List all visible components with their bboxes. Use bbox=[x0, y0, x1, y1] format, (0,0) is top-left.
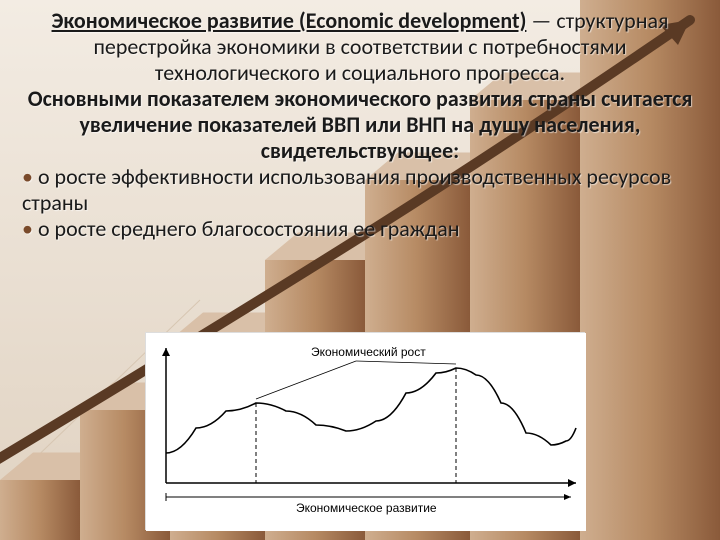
bullet-1-text: о росте эффективности использования прои… bbox=[22, 163, 671, 216]
diagram-label-bottom: Экономическое развитие bbox=[296, 501, 437, 515]
bullet-1: • о росте эффективности использования пр… bbox=[22, 164, 698, 216]
bullet-2: • о росте среднего благосостояния ее гра… bbox=[22, 216, 698, 242]
growth-diagram: Экономический рост Экономическое развити… bbox=[145, 332, 585, 530]
definition-paragraph: Экономическое развитие (Economic develop… bbox=[18, 8, 702, 86]
bullet-dot-icon: • bbox=[22, 163, 33, 190]
title: Экономическое развитие (Economic develop… bbox=[52, 7, 527, 34]
bullet-dot-icon: • bbox=[22, 215, 33, 242]
diagram-label-top: Экономический рост bbox=[311, 345, 426, 359]
bullet-2-text: о росте среднего благосостояния ее гражд… bbox=[38, 215, 460, 242]
bullet-list: • о росте эффективности использования пр… bbox=[18, 164, 702, 242]
dash: — bbox=[526, 7, 556, 34]
slide-text-block: Экономическое развитие (Economic develop… bbox=[0, 0, 720, 242]
lead-sentence: Основными показателем экономического раз… bbox=[18, 86, 702, 164]
